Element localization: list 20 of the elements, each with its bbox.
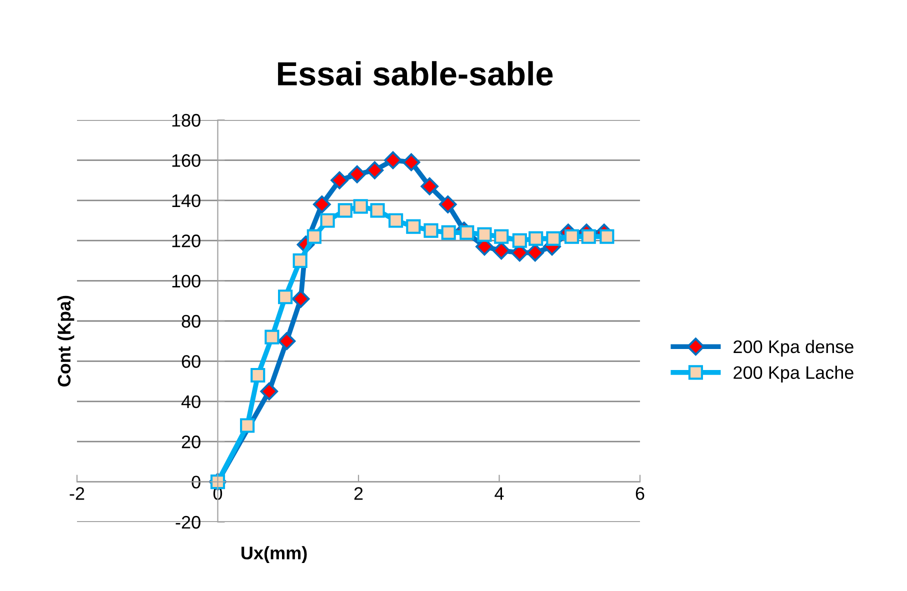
x-tick-label: 2 [354, 487, 363, 500]
y-tick-label: 40 [181, 395, 200, 408]
chart-title: Essai sable-sable [278, 61, 553, 86]
y-tick-label: 120 [172, 234, 200, 248]
y-tick-label: 140 [172, 194, 200, 208]
x-axis-title: Ux(mm) [242, 546, 307, 563]
y-tick-label: 20 [182, 436, 200, 448]
x-tick-label: 4 [494, 487, 504, 500]
y-tick-label: 180 [172, 114, 200, 127]
legend-label: 200 Kpa dense [734, 340, 854, 357]
y-tick-label: 80 [182, 314, 200, 328]
y-tick-label: 0 [192, 476, 200, 489]
x-tick-label: 6 [636, 487, 644, 500]
legend-label: 200 Kpa Lache [734, 366, 854, 383]
y-tick-label: -20 [176, 516, 200, 529]
y-tick-label: 60 [182, 355, 200, 368]
y-tick-label: 100 [172, 274, 200, 288]
x-tick-label: -2 [70, 487, 84, 500]
y-tick-label: 160 [172, 154, 200, 167]
y-axis-title: Cont (Kpa) [57, 296, 74, 386]
